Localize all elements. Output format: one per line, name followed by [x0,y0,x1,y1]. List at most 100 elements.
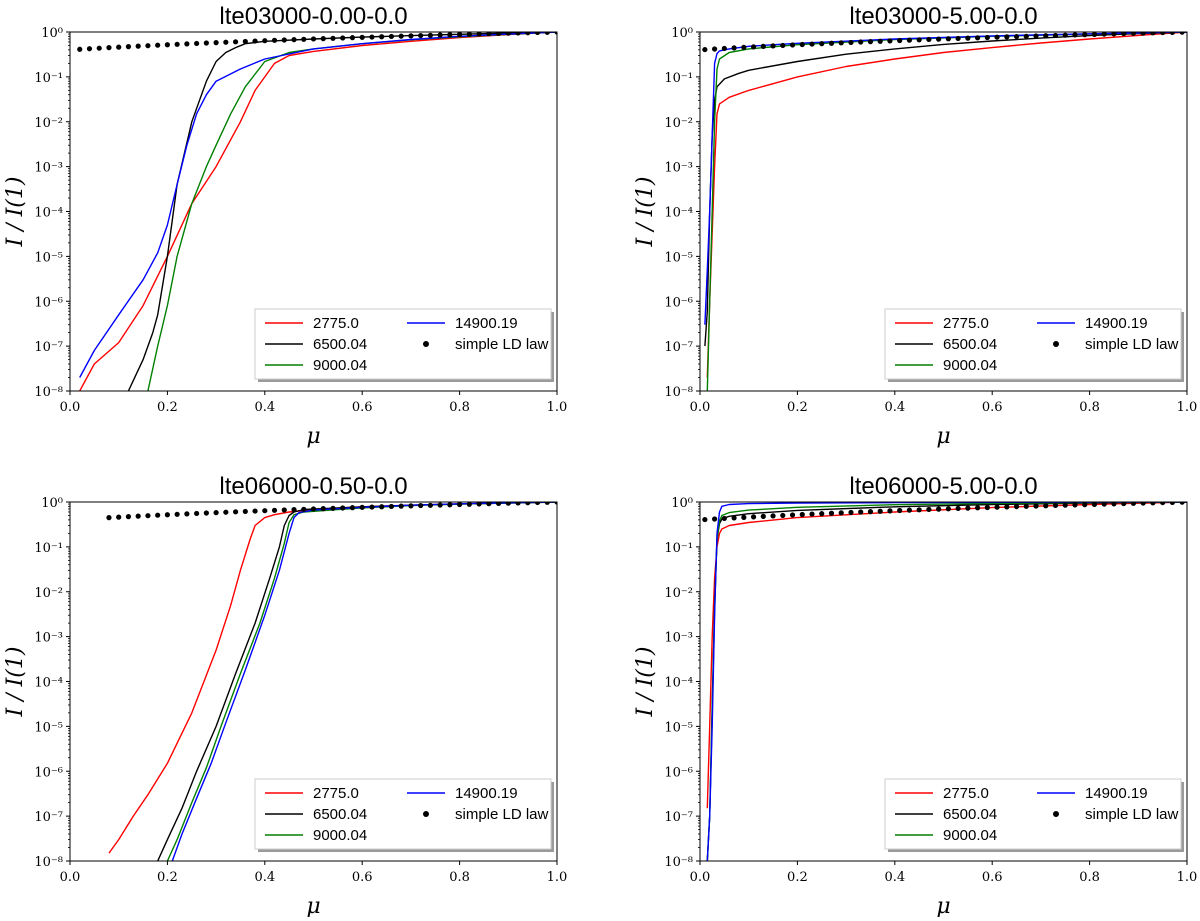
x-tick-label: 0.0 [60,400,81,415]
y-tick-label: 10⁻² [34,116,63,131]
series-point [1121,502,1127,507]
y-tick-label: 10⁻⁵ [664,250,693,265]
series-point [741,44,747,50]
series-point [1101,502,1107,507]
series-point [379,504,385,510]
series-line-14900-19 [171,502,557,861]
series-point [291,37,297,43]
series-point [301,506,307,512]
series-point [398,503,404,509]
series-point [809,511,815,517]
plot-frame [699,31,1188,392]
series-point [301,36,307,42]
series-point [184,41,190,47]
series-point [984,504,990,511]
chart-panel-4: lte06000-5.00-0.0 0.0 0.2 0.4 0.6 0.8 1.0 10⁻⁸ 1… [633,473,1197,919]
legend-label: 14900.19 [1085,785,1148,802]
y-tick-label: 10⁻³ [664,161,693,176]
series-point [213,40,219,46]
series-point [867,39,874,45]
series-point [281,507,287,513]
series-point [1130,32,1137,36]
series-point [340,35,346,41]
series-point [398,33,404,39]
y-tick-label: 10⁻⁷ [664,810,693,825]
series-point [1111,502,1117,507]
series-group [702,32,1187,391]
chart-title: lte06000-0.50-0.0 [219,473,407,500]
series-point [388,503,395,510]
y-tick-label: 10⁻⁵ [34,250,63,265]
legend-label: simple LD law [1085,336,1179,353]
series-point [349,505,356,511]
series-point [534,502,541,506]
legend-box [884,308,1182,380]
legend-label: 9000.04 [313,357,367,374]
series-point [427,32,433,38]
x-tick-label: 0.8 [449,400,470,415]
series-point [486,32,492,37]
series-point [86,46,93,52]
y-tick-label: 10⁻⁷ [34,340,63,355]
legend-label: simple LD law [455,806,549,823]
series-point [359,504,365,510]
series-point [1072,502,1078,508]
series-point [741,514,747,520]
x-tick-label: 0.2 [787,400,808,415]
series-point [1023,33,1029,39]
series-point [369,504,375,510]
y-tick-label: 10⁻⁸ [34,855,63,870]
series-point [1091,32,1098,37]
legend-box [884,778,1182,850]
x-tick-label: 0.4 [254,400,275,415]
series-point [1160,32,1166,36]
x-tick-label: 0.6 [352,400,373,415]
chart-legend: 2775.0 14900.19 6500.04 simple LD law 9000.0… [884,308,1184,382]
series-point [848,39,854,46]
y-axis-label: I / I(1) [3,177,28,248]
series-point [945,36,951,42]
series-point [203,510,209,516]
series-point [447,32,453,38]
series-point [1179,32,1185,35]
x-tick-label: 1.0 [547,870,568,885]
legend-label: 6500.04 [313,806,367,823]
series-point [916,507,922,513]
chart-title: lte06000-5.00-0.0 [849,473,1037,500]
series-point [1052,32,1059,39]
series-point [780,42,786,49]
plot-frame [69,31,558,392]
legend-box [254,308,552,380]
y-tick-label: 10⁻⁵ [34,720,63,735]
y-tick-label: 10⁻⁷ [664,340,693,355]
series-point [789,512,796,518]
legend-marker [423,341,429,347]
series-point [145,43,151,49]
series-point [388,33,395,40]
series-point [77,46,83,52]
series-point [1121,32,1127,37]
series-point [437,502,443,508]
x-axis-label: μ [306,894,320,917]
x-tick-label: 0.8 [1079,400,1100,415]
series-line-2775-0 [79,32,557,391]
series-point [1140,502,1146,506]
series-point [1169,502,1175,505]
series-point [965,505,971,511]
series-point [379,34,385,40]
series-point [486,502,492,507]
series-point [877,508,883,514]
series-point [1033,503,1039,509]
series-point [974,35,981,41]
series-point [155,512,161,518]
series-point [476,32,482,37]
y-tick-label: 10⁻⁶ [664,295,693,310]
series-point [702,516,708,523]
series-point [291,507,297,513]
series-point [203,40,209,46]
series-point [1043,503,1049,509]
series-point [349,35,356,41]
series-point [955,35,961,42]
series-point [1082,502,1088,508]
series-point [994,34,1000,40]
